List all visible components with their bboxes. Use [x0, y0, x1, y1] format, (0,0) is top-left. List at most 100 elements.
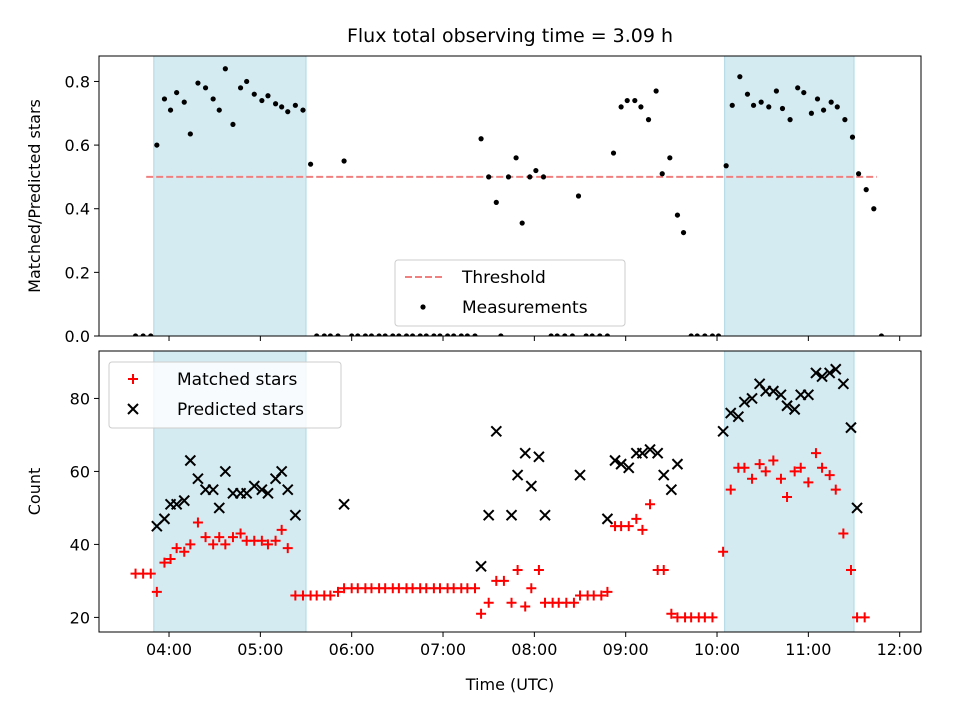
data-point [505, 174, 512, 180]
data-point [878, 333, 885, 336]
data-point [533, 451, 545, 463]
data-point [423, 333, 429, 336]
data-point [140, 333, 146, 336]
data-point [482, 509, 495, 521]
x-tick-label: 11:00 [785, 640, 831, 659]
data-point [171, 543, 182, 554]
data-point [709, 333, 716, 336]
data-point [637, 524, 648, 535]
data-point [828, 99, 834, 105]
data-point [262, 539, 273, 550]
data-point [725, 484, 736, 495]
data-point [511, 469, 524, 481]
data-point [526, 583, 537, 594]
legend-label: Measurements [462, 298, 588, 318]
data-point [533, 564, 544, 575]
y-tick-label: 60 [70, 462, 90, 481]
data-point [631, 513, 642, 524]
data-point [216, 107, 222, 113]
data-point [158, 513, 171, 525]
data-point [478, 136, 484, 142]
data-point [178, 494, 190, 507]
legend-predicted-swatch [127, 403, 139, 415]
data-point [207, 483, 219, 496]
data-point [181, 99, 187, 105]
data-point [609, 454, 621, 467]
data-point [651, 447, 664, 459]
x-tick-label: 10:00 [694, 640, 740, 659]
data-point [837, 378, 850, 390]
data-point [644, 443, 656, 456]
legend-measurements-swatch [420, 304, 426, 310]
data-point [208, 539, 219, 550]
data-point [666, 608, 677, 619]
axes-frame [98, 350, 922, 633]
data-point [148, 333, 154, 336]
data-point [520, 601, 531, 612]
data-point [230, 121, 236, 128]
top-panel: 0.0 0.2 0.4 0.6 0.8 Flux total observing time… [25, 25, 922, 346]
data-point [525, 480, 538, 492]
data-point [341, 158, 347, 164]
data-point [849, 134, 856, 140]
data-point [174, 89, 180, 96]
data-point [653, 88, 659, 94]
data-point [132, 333, 139, 336]
data-point [458, 333, 464, 336]
data-point [707, 612, 718, 623]
axes-frame [98, 55, 922, 337]
data-point [718, 546, 729, 557]
data-point [248, 480, 260, 492]
y-tick-label: 0.2 [65, 263, 90, 282]
bottom-panel: 04:00 05:00 06:00 07:00 08:00 09:00 10:00 11:00… [25, 350, 923, 694]
data-point [170, 498, 183, 510]
data-point [645, 499, 656, 510]
data-point [632, 97, 638, 104]
data-point [498, 575, 509, 586]
data-point [270, 535, 281, 546]
data-point [490, 425, 503, 437]
data-point [717, 425, 729, 437]
data-point [795, 462, 806, 473]
data-point [623, 521, 634, 532]
data-point [213, 502, 225, 514]
data-point [788, 403, 801, 416]
data-point [235, 528, 246, 539]
data-point [505, 509, 518, 521]
data-point [256, 483, 268, 496]
data-point [624, 97, 630, 104]
data-point [610, 150, 617, 156]
legend-label: Predicted stars [177, 400, 304, 420]
data-point [645, 117, 652, 123]
data-point [275, 465, 288, 478]
data-point [451, 333, 457, 336]
data-point [167, 107, 174, 113]
data-point [259, 97, 265, 104]
legend-label: Matched stars [177, 370, 297, 390]
data-point [533, 167, 539, 174]
data-point [390, 333, 396, 336]
plot-area [132, 56, 885, 336]
data-point [744, 91, 751, 97]
data-point [830, 484, 841, 495]
data-point [539, 509, 551, 521]
data-point [292, 102, 298, 108]
data-point [667, 155, 673, 161]
data-point [202, 85, 209, 91]
x-tick-label: 08:00 [511, 640, 557, 659]
data-point [824, 470, 835, 481]
data-point [476, 608, 487, 619]
data-point [512, 564, 523, 575]
data-point [568, 597, 579, 608]
y-axis-label: Count [25, 468, 44, 516]
data-point [739, 462, 750, 473]
data-point [437, 333, 443, 336]
series-matched-stars [130, 448, 870, 623]
data-point [760, 466, 771, 477]
data-point [285, 109, 291, 115]
data-point [338, 498, 350, 510]
data-point [184, 454, 197, 467]
data-point [779, 105, 786, 112]
data-point [220, 539, 231, 550]
data-point [781, 400, 793, 412]
